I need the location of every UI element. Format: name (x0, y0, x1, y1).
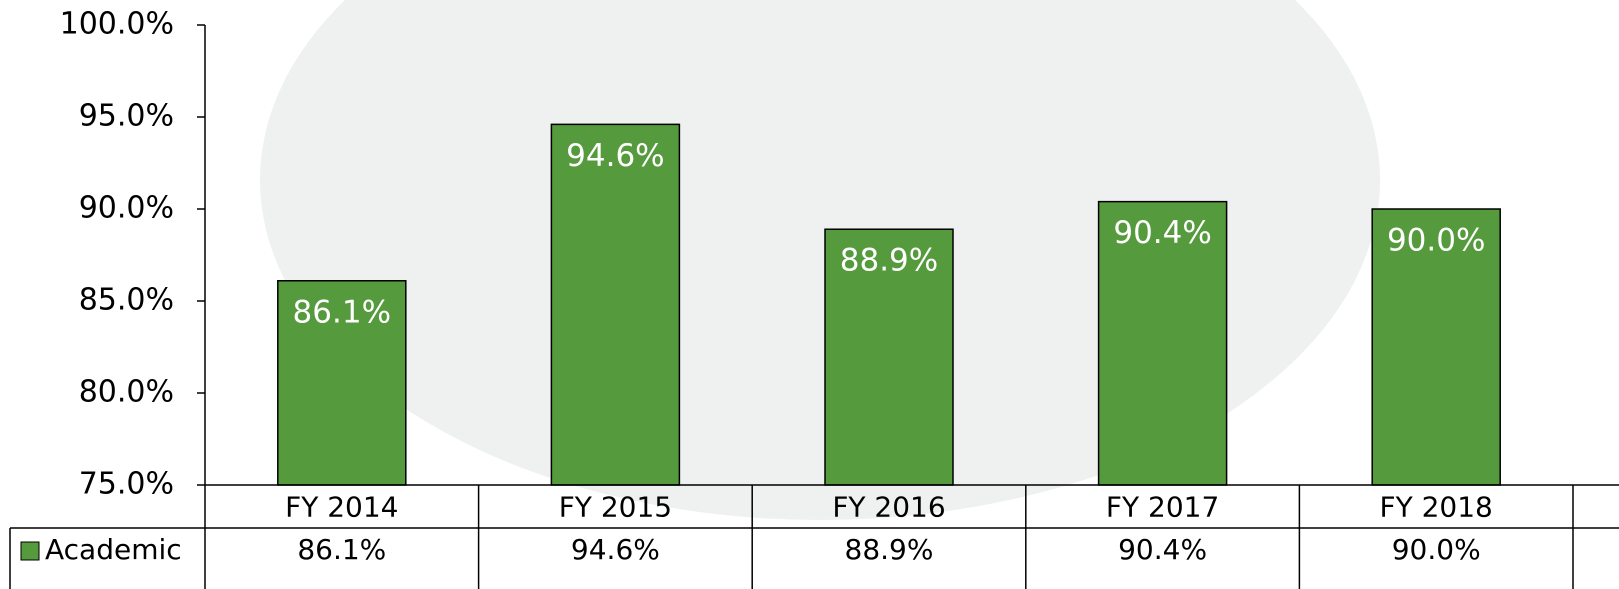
table-value: 88.9% (845, 533, 934, 566)
table-value: 94.6% (571, 533, 660, 566)
x-tick-label: FY 2015 (559, 491, 672, 524)
table-value: 90.0% (1392, 533, 1481, 566)
y-tick-label: 95.0% (79, 99, 174, 134)
x-tick-label: FY 2014 (285, 491, 398, 524)
data-label: 94.6% (566, 138, 664, 174)
data-label: 86.1% (293, 294, 391, 330)
y-tick-label: 75.0% (79, 467, 174, 502)
y-tick-label: 80.0% (79, 375, 174, 410)
x-tick-label: FY 2018 (1380, 491, 1493, 524)
y-tick-label: 100.0% (60, 7, 174, 42)
data-label: 90.4% (1113, 215, 1211, 251)
page: 75.0% 80.0% 85.0% 90.0% 95.0% 100.0% 86.1% 94.6… (0, 0, 1619, 589)
table-value: 90.4% (1118, 533, 1207, 566)
y-tick-label: 85.0% (79, 283, 174, 318)
x-tick-label: FY 2016 (832, 491, 945, 524)
data-label: 88.9% (840, 243, 938, 279)
bar (551, 124, 679, 485)
data-label: 90.0% (1387, 223, 1485, 259)
legend-swatch (21, 542, 39, 560)
x-tick-label: FY 2017 (1106, 491, 1219, 524)
legend-label: Academic (45, 533, 182, 566)
table-value: 86.1% (297, 533, 386, 566)
chart: 75.0% 80.0% 85.0% 90.0% 95.0% 100.0% 86.1% 94.6… (0, 0, 1619, 589)
y-tick-label: 90.0% (79, 191, 174, 226)
